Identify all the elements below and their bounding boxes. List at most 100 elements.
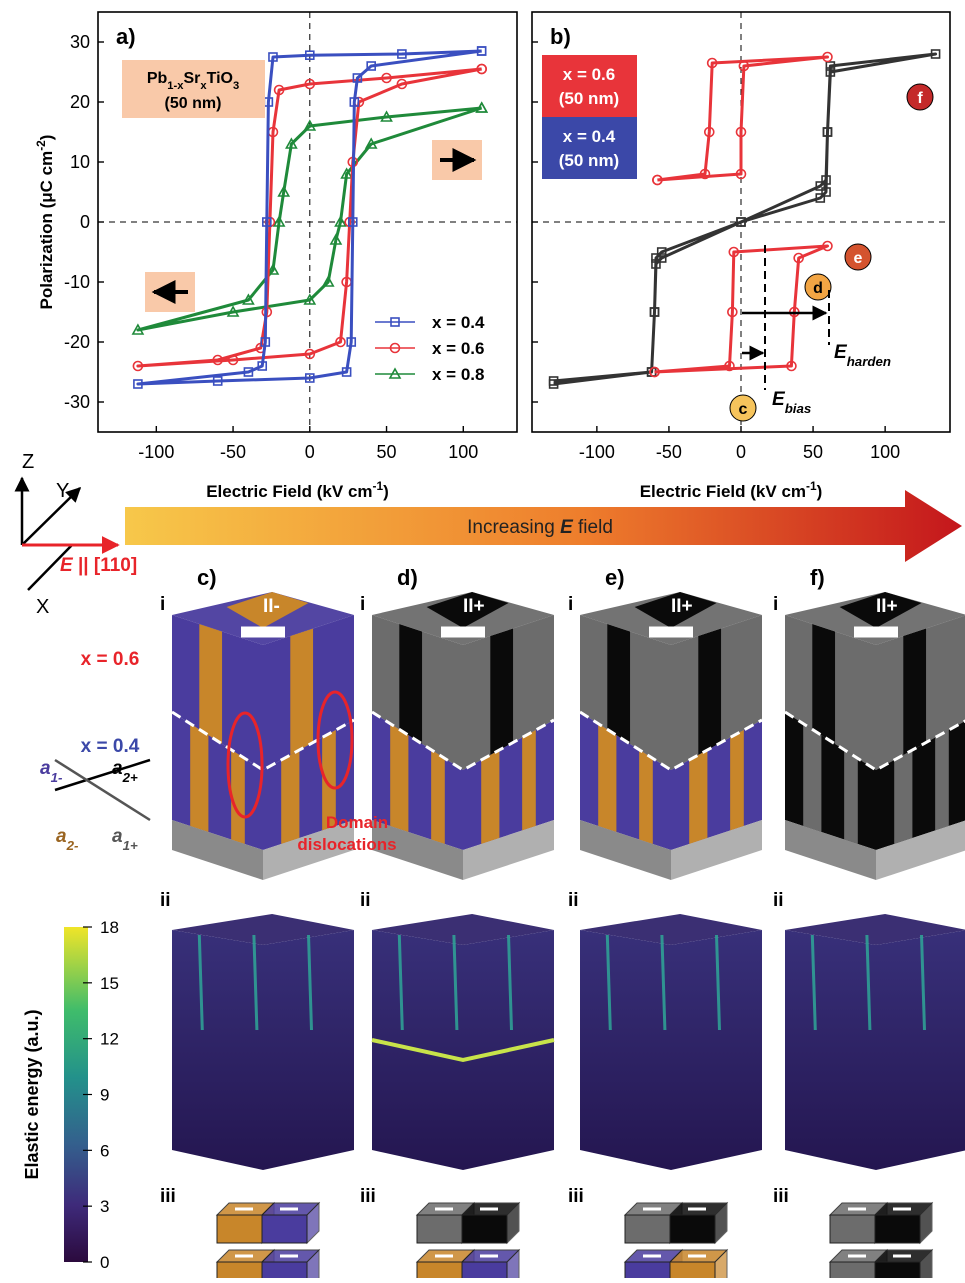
field-arrow-label-part: field <box>573 517 613 538</box>
variant-label-part: a <box>112 758 123 779</box>
material-label-part: Sr <box>183 70 200 87</box>
row-label: i <box>360 594 365 615</box>
legend-label: x = 0.4 <box>563 127 616 146</box>
x-tick-label: -100 <box>138 442 174 462</box>
variant-cube <box>417 1215 462 1243</box>
domain <box>431 750 445 844</box>
domain <box>894 750 912 844</box>
y-tick-label: -10 <box>64 272 90 292</box>
x-axis-label-part: Electric Field (kV cm <box>206 482 372 501</box>
domain <box>598 724 616 832</box>
x-tick-label: 50 <box>377 442 397 462</box>
y-axis-label-part: ) <box>37 135 56 141</box>
domain <box>199 624 222 744</box>
x-axis-label-part: Electric Field (kV cm <box>640 482 806 501</box>
y-tick-label: 10 <box>70 152 90 172</box>
material-label-part: Pb <box>147 70 168 87</box>
panel-label: d) <box>397 565 418 590</box>
variant-cube <box>217 1215 262 1243</box>
y-tick-label: -20 <box>64 332 90 352</box>
y-tick-label: -30 <box>64 392 90 412</box>
material-label-part: 3 <box>233 80 239 92</box>
variant-cube <box>417 1262 462 1278</box>
e-harden-label: Eharden <box>834 342 891 369</box>
panel-sign: II+ <box>876 596 898 617</box>
variant-cube <box>462 1262 507 1278</box>
variant-cube <box>262 1215 307 1243</box>
y-axis-label: Polarization (μC cm-2) <box>34 135 56 310</box>
e-bias-label: Ebias <box>772 389 811 416</box>
domain <box>481 750 499 844</box>
panel-label: e) <box>605 565 625 590</box>
variant-cube <box>625 1215 670 1243</box>
e-harden-label-part: harden <box>847 354 891 369</box>
domain <box>290 629 313 756</box>
variant-label-part: 1- <box>51 770 63 785</box>
domain <box>935 730 949 831</box>
variant-label: a2+ <box>112 758 138 785</box>
x-tick-label: -50 <box>220 442 246 462</box>
panel-label: c) <box>197 565 217 590</box>
variant-label-part: 2- <box>66 838 79 853</box>
axis-name: X <box>36 596 49 618</box>
state-label: d <box>813 280 823 297</box>
state-label: c <box>739 401 748 418</box>
row-label: ii <box>360 890 371 911</box>
field-arrow-label: Increasing E field <box>467 517 613 538</box>
x-tick-label: -100 <box>579 442 615 462</box>
row-label: iii <box>773 1186 789 1207</box>
colorbar-tick-label: 15 <box>100 974 119 993</box>
x-axis-label-part: ) <box>383 482 389 501</box>
domain <box>490 629 513 756</box>
variant-label-part: 2+ <box>122 770 138 785</box>
domain <box>190 724 208 832</box>
legend-label: x = 0.8 <box>432 365 484 384</box>
variant-cube <box>462 1215 507 1243</box>
domain <box>803 724 821 832</box>
colorbar-tick-label: 12 <box>100 1030 119 1049</box>
row-label: iii <box>568 1186 584 1207</box>
y-tick-label: 0 <box>80 212 90 232</box>
legend-label: x = 0.6 <box>432 339 484 358</box>
variant-label: a2- <box>56 826 79 853</box>
domain <box>689 750 707 844</box>
variant-cube <box>830 1215 875 1243</box>
state-label: f <box>917 90 923 107</box>
domain <box>231 750 245 844</box>
figure: -100-50050100-30-20-100102030a)Electric … <box>0 0 965 1278</box>
colorbar-tick-label: 3 <box>100 1197 109 1216</box>
domain <box>812 624 835 744</box>
panel-label: f) <box>810 565 825 590</box>
legend-thickness: (50 nm) <box>559 151 619 170</box>
energy-face <box>172 930 263 1170</box>
variant-cube <box>262 1262 307 1278</box>
variant-cube <box>625 1262 670 1278</box>
colorbar-tick-label: 9 <box>100 1086 109 1105</box>
composition: x = 0.4 <box>81 736 140 757</box>
axis-name: Y <box>56 480 69 502</box>
colorbar-tick-label: 6 <box>100 1141 109 1160</box>
x-axis-label: Electric Field (kV cm-1) <box>640 479 823 501</box>
colorbar-tick-label: 0 <box>100 1253 109 1272</box>
axis-arrow <box>22 488 80 545</box>
domain <box>730 730 744 831</box>
domain <box>698 629 721 756</box>
variant-cube <box>670 1215 715 1243</box>
composition: x = 0.6 <box>81 649 140 670</box>
annotation: dislocations <box>297 835 396 854</box>
row-label: ii <box>773 890 784 911</box>
domain <box>903 629 926 756</box>
colorbar-label: Elastic energy (a.u.) <box>22 1009 42 1179</box>
panel-sign: II- <box>263 596 280 617</box>
legend-label: x = 0.6 <box>563 65 615 84</box>
domain <box>281 750 299 844</box>
material-label-part: TiO <box>207 70 233 87</box>
x-axis-label-part: ) <box>817 482 823 501</box>
state-label: e <box>854 250 863 267</box>
field-label: E || [110] <box>60 555 137 576</box>
legend-thickness: (50 nm) <box>559 89 619 108</box>
material-label-part: 1-x <box>167 80 184 92</box>
row-label: i <box>568 594 573 615</box>
field-arrow-label-part: Increasing <box>467 517 560 538</box>
energy-face <box>580 930 671 1170</box>
